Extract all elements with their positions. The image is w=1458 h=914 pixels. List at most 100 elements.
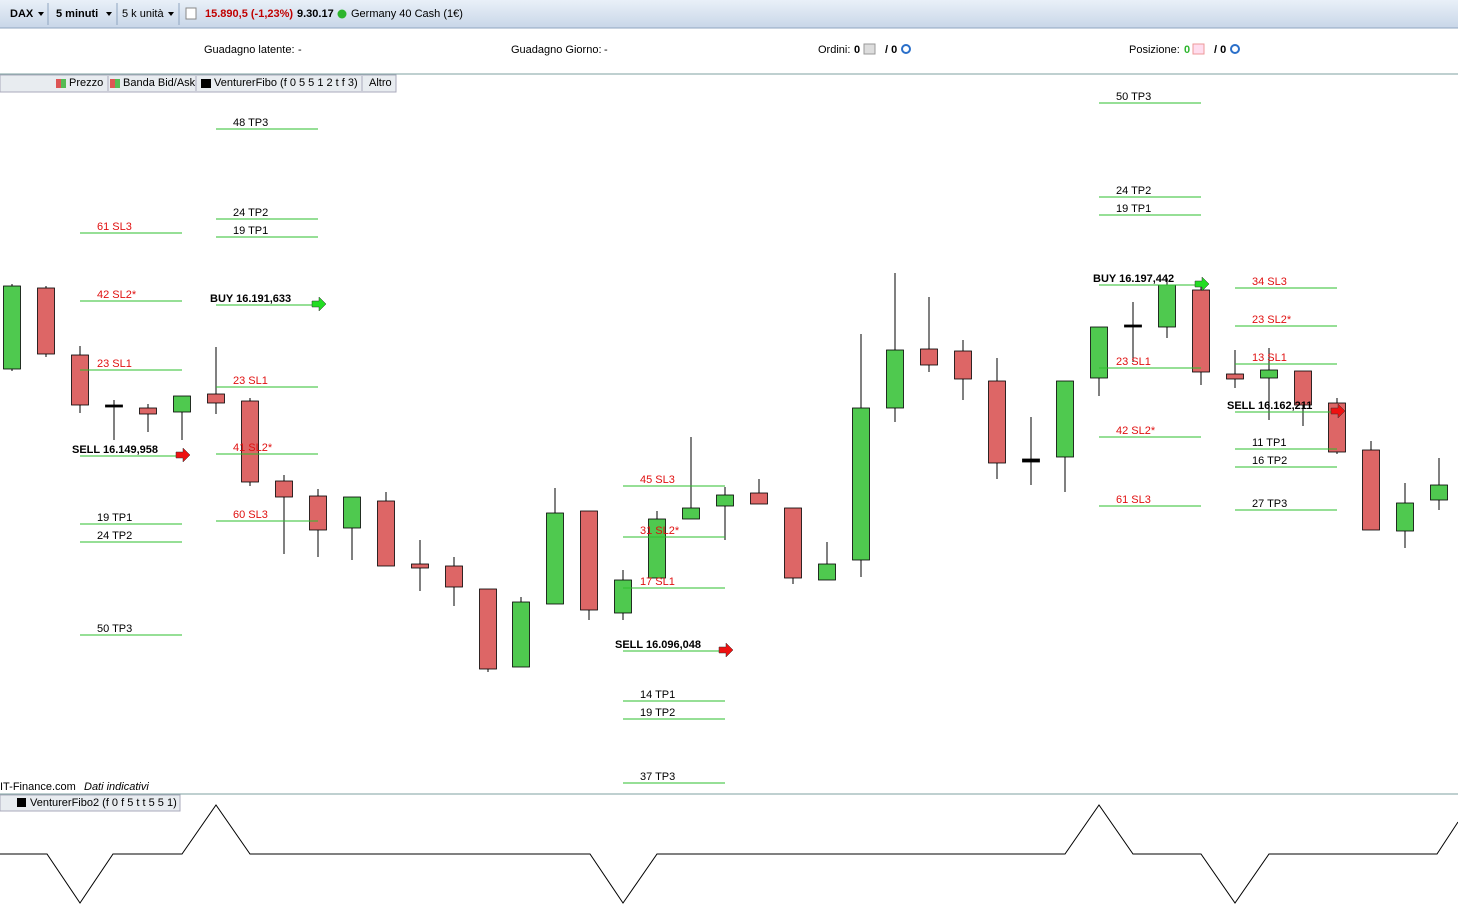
indicator-line [0,804,1458,904]
legend-item[interactable]: VenturerFibo (f 0 5 5 1 2 t f 3) [214,77,358,89]
candle-body [1362,449,1380,531]
size[interactable]: 5 k unità [122,8,164,20]
candle-body [139,407,157,415]
gear-icon[interactable] [1230,44,1240,54]
stop-label: 23 SL2* [1252,314,1292,326]
candle-body [37,287,55,355]
candle-body [1328,402,1346,453]
target-label: 14 TP1 [640,689,675,701]
target-label: 19 TP1 [97,512,132,524]
target-label: 11 TP1 [1252,437,1286,449]
stop-label: 60 SL3 [233,509,268,521]
legend-item[interactable]: Prezzo [69,77,103,89]
stop-label: 61 SL3 [1116,494,1151,506]
candle-body [512,601,530,668]
candle-body [445,565,463,588]
dropdown-arrow [168,12,174,16]
entry-arrow [175,447,191,463]
candle-body [1090,326,1108,379]
close-icon[interactable] [863,43,876,55]
entry-label: BUY 16.191,633 [210,293,291,305]
stop-label: 23 SL1 [233,375,268,387]
target-label: 19 TP2 [640,707,675,719]
value: - [604,44,608,56]
value: 0 [1184,44,1190,56]
stop-label: 17 SL1 [640,576,675,588]
entry-arrow [311,296,327,312]
candle-body [1294,370,1312,406]
candle-body [173,395,191,413]
candle-body [614,579,632,614]
time: 9.30.17 [297,8,334,20]
gear-icon[interactable] [901,44,911,54]
target-label: 37 TP3 [640,771,675,783]
stop-label: 61 SL3 [97,221,132,233]
info-icon[interactable] [185,7,197,20]
legend-swatch [110,79,115,88]
target-label: 19 TP1 [233,225,268,237]
value: / 0 [1214,44,1226,56]
legend-swatch [17,798,26,807]
candle-body [241,400,259,483]
market: Germany 40 Cash (1€) [351,8,463,20]
note: Dati indicativi [84,781,149,793]
label: Guadagno Giorno: [511,44,602,56]
legend: Prezzo Banda Bid/Ask VenturerFibo (f 0 5 5… [0,74,397,93]
candle-body [818,563,836,581]
stop-label: 42 SL2* [1116,425,1156,437]
instrument[interactable]: DAX [10,8,34,20]
legend-swatch [201,79,206,88]
entry-label: SELL 16.162,211 [1227,400,1312,412]
instrument-select[interactable]: DAX [10,8,44,20]
close-icon[interactable] [1192,43,1205,55]
target-label: 16 TP2 [1252,455,1287,467]
legend-item[interactable]: Banda Bid/Ask [123,77,196,89]
legend-item[interactable]: Altro [369,77,392,89]
entry-arrow [1194,276,1210,292]
stop-label: 31 SL2* [640,525,680,537]
value: - [298,44,302,56]
candle-body [546,512,564,605]
legend-swatch [61,79,66,88]
candle-body [954,350,972,380]
legend-swatch [115,79,120,88]
target-label: 24 TP2 [233,207,268,219]
candle-body [716,494,734,507]
candle-body [479,588,497,670]
stop-label: 13 SL1 [1252,352,1287,364]
value: 0 [854,44,860,56]
candle-body [852,407,870,561]
candle-body [3,285,21,370]
candle-body [886,349,904,409]
candle-body [1260,369,1278,379]
entry-arrow [1330,403,1346,419]
candle-body [1056,380,1074,458]
candle-body [71,354,89,406]
label: Guadagno latente: [204,44,295,56]
candle-body [750,492,768,505]
target-label: 48 TP3 [233,117,268,129]
size-select[interactable]: 5 k unità [122,8,174,20]
timeframe[interactable]: 5 minuti [56,8,98,20]
legend-bar [0,74,397,93]
candle-body [1158,284,1176,328]
candle-body [784,507,802,579]
timeframe-select[interactable]: 5 minuti [56,8,112,20]
target-label: 50 TP3 [97,623,132,635]
candle-body [309,495,327,531]
target-label: 19 TP1 [1116,203,1151,215]
candle-body [920,348,938,366]
candle-body [275,480,293,498]
candle-body [580,510,598,611]
entry-label: BUY 16.197,442 [1093,273,1174,285]
status-dot [337,9,347,19]
indicator-legend[interactable]: VenturerFibo2 (f 0 f 5 t t 5 5 1) [30,797,177,809]
stop-label: 42 SL2* [97,289,137,301]
candle-body [648,518,666,579]
candles [3,273,1448,672]
stop-label: 45 SL3 [640,474,675,486]
candle-body [682,507,700,520]
candle-body [1192,289,1210,373]
candle-body [1430,484,1448,501]
